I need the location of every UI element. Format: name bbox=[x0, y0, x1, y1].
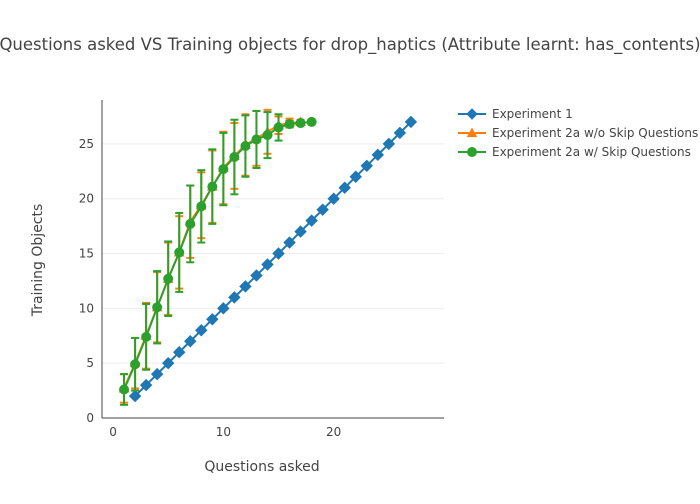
y-tick-label: 15 bbox=[79, 247, 94, 261]
data-point bbox=[217, 302, 230, 315]
data-point bbox=[206, 313, 219, 326]
data-point bbox=[130, 359, 141, 370]
data-point bbox=[196, 201, 207, 212]
series-0 bbox=[128, 115, 418, 403]
data-point bbox=[272, 247, 285, 260]
data-point bbox=[306, 116, 317, 127]
x-tick-label: 10 bbox=[216, 425, 231, 439]
legend-label: Experiment 2a w/ Skip Questions bbox=[492, 145, 691, 159]
data-point bbox=[404, 115, 418, 129]
x-tick-label: 0 bbox=[109, 425, 117, 439]
legend-marker bbox=[466, 127, 478, 138]
legend[interactable]: Experiment 1 Experiment 2a w/o Skip Quest… bbox=[458, 107, 698, 159]
data-point bbox=[195, 324, 208, 337]
series-line bbox=[123, 120, 312, 390]
x-axis-label: Questions asked bbox=[204, 459, 319, 475]
series-group bbox=[118, 108, 418, 406]
data-point bbox=[316, 203, 329, 216]
tick-labels: 0 5 10 15 20 25 0 10 20 bbox=[79, 137, 342, 439]
data-point bbox=[229, 152, 240, 163]
legend-label: Experiment 2a w/o Skip Questions bbox=[492, 126, 698, 140]
data-point bbox=[239, 280, 252, 293]
legend-marker bbox=[466, 108, 478, 120]
data-point bbox=[261, 258, 274, 271]
data-point bbox=[173, 345, 186, 359]
data-point bbox=[163, 273, 174, 284]
data-point bbox=[184, 335, 197, 348]
data-point bbox=[382, 137, 396, 151]
data-point bbox=[294, 225, 307, 238]
legend-item[interactable]: Experiment 2a w/o Skip Questions bbox=[458, 126, 698, 140]
y-axis-label: Training Objects bbox=[30, 204, 46, 318]
y-tick-label: 5 bbox=[86, 356, 94, 370]
axes bbox=[101, 100, 444, 419]
data-point bbox=[161, 356, 175, 370]
data-point bbox=[207, 181, 218, 192]
data-point bbox=[185, 218, 196, 229]
data-point bbox=[251, 134, 262, 145]
y-tick-label: 0 bbox=[86, 411, 94, 425]
legend-item[interactable]: Experiment 2a w/ Skip Questions bbox=[458, 145, 691, 159]
data-point bbox=[250, 269, 263, 282]
data-point bbox=[283, 236, 296, 249]
legend-label: Experiment 1 bbox=[492, 107, 573, 121]
data-point bbox=[284, 119, 295, 130]
legend-item[interactable]: Experiment 1 bbox=[458, 107, 573, 121]
data-point bbox=[338, 181, 351, 194]
data-point bbox=[128, 389, 142, 403]
data-point bbox=[371, 148, 385, 162]
data-point bbox=[152, 302, 163, 313]
data-point bbox=[349, 170, 362, 183]
data-point bbox=[360, 159, 373, 173]
data-point bbox=[150, 367, 164, 381]
data-point bbox=[218, 164, 229, 175]
data-point bbox=[139, 378, 153, 392]
y-tick-label: 20 bbox=[79, 192, 94, 206]
data-point bbox=[295, 118, 306, 129]
data-point bbox=[262, 130, 273, 141]
y-tick-label: 10 bbox=[79, 301, 94, 315]
data-point bbox=[273, 122, 284, 133]
x-tick-label: 20 bbox=[326, 425, 341, 439]
data-point bbox=[240, 141, 251, 152]
data-point bbox=[393, 126, 407, 140]
chart-title: Questions asked VS Training objects for … bbox=[0, 35, 700, 55]
data-point bbox=[141, 331, 152, 342]
data-point bbox=[174, 247, 185, 258]
data-point bbox=[119, 384, 130, 395]
data-point bbox=[327, 192, 340, 205]
data-point bbox=[305, 214, 318, 227]
series-2 bbox=[119, 109, 317, 406]
legend-marker bbox=[467, 147, 477, 157]
y-tick-label: 25 bbox=[79, 137, 94, 151]
data-point bbox=[228, 291, 241, 304]
